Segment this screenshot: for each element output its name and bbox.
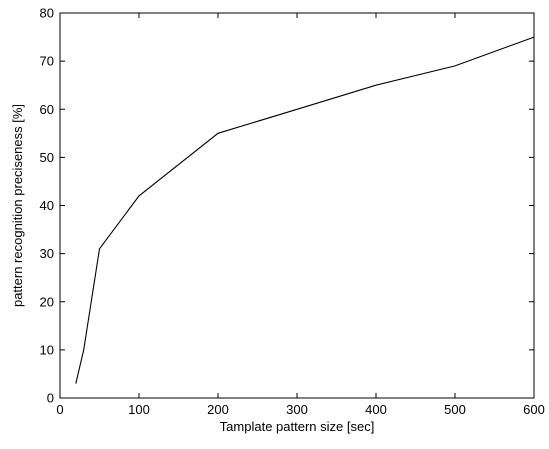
y-tick-label: 0 — [47, 391, 54, 406]
x-tick-label: 400 — [365, 402, 387, 417]
y-tick-label: 20 — [40, 294, 54, 309]
y-tick-label: 30 — [40, 246, 54, 261]
y-tick-label: 70 — [40, 54, 54, 69]
x-tick-label: 0 — [56, 402, 63, 417]
x-tick-label: 100 — [128, 402, 150, 417]
plot-area — [59, 12, 535, 399]
series-line — [75, 36, 535, 384]
x-tick-label: 600 — [523, 402, 545, 417]
y-tick-label: 80 — [40, 6, 54, 21]
y-tick-label: 10 — [40, 342, 54, 357]
x-tick-label: 500 — [444, 402, 466, 417]
y-tick-label: 60 — [40, 102, 54, 117]
x-tick-label: 200 — [207, 402, 229, 417]
y-axis-label: pattern recognition preciseness [%] — [10, 104, 25, 307]
y-tick-label: 40 — [40, 198, 54, 213]
series-lines — [75, 36, 535, 384]
y-tick-label: 50 — [40, 150, 54, 165]
axis-ticks: 0 100 200 300 400 500 600 0 10 20 30 40 50 60 70 80 — [40, 6, 545, 418]
x-tick-label: 300 — [286, 402, 308, 417]
x-axis-label: Tamplate pattern size [sec] — [220, 419, 375, 434]
